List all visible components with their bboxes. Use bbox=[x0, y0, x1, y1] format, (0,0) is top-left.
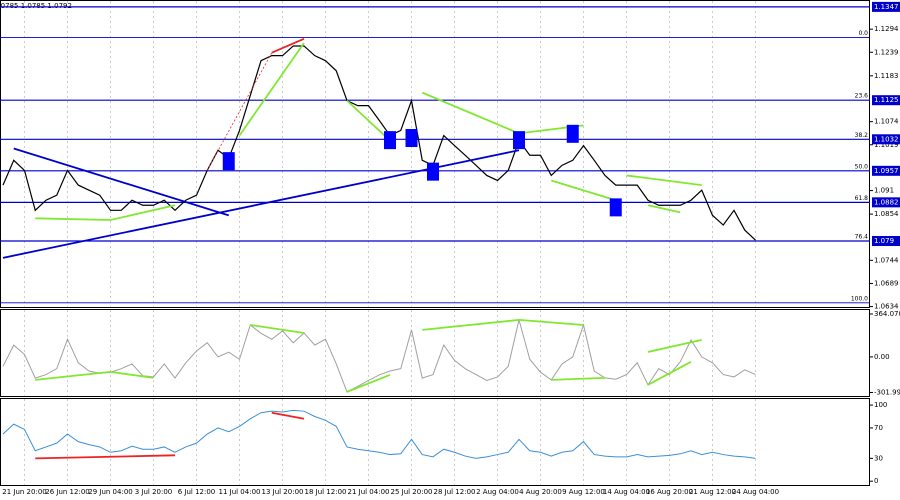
price-header: 1.0785 1.0785 1.0792 bbox=[0, 2, 72, 10]
level-box bbox=[872, 236, 900, 247]
fib-label: 76.4 bbox=[855, 234, 869, 241]
y-tick-label: 70 bbox=[874, 424, 883, 432]
signal-marker bbox=[566, 124, 579, 143]
trend-line bbox=[647, 204, 681, 214]
series-line bbox=[2, 409, 756, 459]
y-tick-label: 1.0689 bbox=[874, 279, 899, 287]
main-panel-frame bbox=[0, 0, 870, 308]
x-tick-label: 9 Aug 12:00 bbox=[562, 488, 605, 496]
signal-marker bbox=[222, 152, 235, 171]
trend-line bbox=[421, 91, 520, 135]
trend-line bbox=[35, 454, 176, 460]
level-label: 1.0882 bbox=[874, 198, 899, 206]
trend-line bbox=[35, 370, 111, 381]
x-tick-label: 16 Aug 20:00 bbox=[646, 488, 693, 496]
x-tick-label: 14 Aug 04:00 bbox=[603, 488, 650, 496]
x-tick-label: 4 Aug 20:00 bbox=[519, 488, 562, 496]
x-tick-label: 18 Jul 12:00 bbox=[305, 488, 347, 496]
series-line bbox=[2, 319, 756, 393]
trend-line bbox=[551, 376, 606, 381]
trend-line bbox=[346, 374, 391, 393]
signal-marker bbox=[609, 198, 622, 217]
y-tick-label: 1.1183 bbox=[874, 72, 899, 80]
x-tick-label: 24 Aug 04:00 bbox=[732, 488, 779, 496]
trend-line bbox=[518, 318, 584, 326]
x-tick-label: 13 Jul 20:00 bbox=[262, 488, 304, 496]
signal-marker bbox=[427, 162, 439, 181]
x-tick-label: 26 Jun 12:00 bbox=[45, 488, 89, 496]
x-tick-label: 21 Aug 12:00 bbox=[689, 488, 736, 496]
y-tick-label: 1.0744 bbox=[874, 256, 899, 264]
y-tick-label: 1.1294 bbox=[874, 25, 899, 33]
trend-line bbox=[110, 204, 176, 221]
level-label: 1.1032 bbox=[874, 135, 899, 143]
trend-line bbox=[550, 179, 617, 202]
trend-line bbox=[35, 217, 111, 221]
level-box bbox=[872, 197, 900, 208]
y-tick-label: 1.1074 bbox=[874, 118, 899, 126]
level-label: 1.079 bbox=[874, 237, 894, 245]
series-line bbox=[2, 45, 756, 241]
y-tick-label: 100 bbox=[874, 401, 887, 409]
fib-label: 61.8 bbox=[855, 195, 869, 202]
level-label: 1.0957 bbox=[874, 167, 899, 175]
trend-line bbox=[422, 319, 520, 331]
y-tick-label: 1.1019 bbox=[874, 141, 899, 149]
trend-line bbox=[250, 324, 305, 334]
x-tick-label: 29 Jun 04:00 bbox=[88, 488, 132, 496]
y-tick-label: 1.091 bbox=[874, 187, 894, 195]
fib-label: 50.0 bbox=[855, 163, 869, 170]
fib-label: 0.0 bbox=[858, 30, 868, 37]
level-box bbox=[872, 165, 900, 176]
cci-panel-frame bbox=[0, 309, 870, 397]
trend-line bbox=[13, 147, 230, 217]
trend-line bbox=[647, 361, 692, 386]
rsi-panel-frame bbox=[0, 398, 870, 486]
y-tick-label: 30 bbox=[874, 454, 883, 462]
level-label: 1.1347 bbox=[874, 3, 899, 11]
signal-marker bbox=[405, 129, 418, 148]
trend-line bbox=[626, 174, 702, 186]
trend-line bbox=[238, 42, 305, 137]
level-label: 1.1125 bbox=[874, 96, 899, 104]
trend-line bbox=[271, 411, 305, 420]
y-tick-label: 0.00 bbox=[874, 353, 890, 361]
level-box bbox=[872, 95, 900, 106]
y-tick-label: 0 bbox=[874, 477, 878, 485]
y-tick-label: 364.0702 bbox=[874, 310, 900, 318]
y-tick-label: 1.0634 bbox=[874, 303, 899, 311]
fib-label: 23.6 bbox=[855, 93, 869, 100]
trend-line bbox=[110, 370, 154, 379]
x-tick-label: 11 Jul 04:00 bbox=[219, 488, 261, 496]
x-tick-label: 21 Jul 04:00 bbox=[348, 488, 390, 496]
fib-label: 100.0 bbox=[851, 295, 868, 302]
y-tick-label: 1.0854 bbox=[874, 210, 899, 218]
x-tick-label: 6 Jul 12:00 bbox=[178, 488, 216, 496]
level-box bbox=[872, 134, 900, 145]
x-tick-label: 21 Jun 20:00 bbox=[2, 488, 46, 496]
x-tick-label: 2 Aug 04:00 bbox=[476, 488, 519, 496]
y-tick-label: 1.1239 bbox=[874, 48, 899, 56]
x-tick-label: 28 Jul 12:00 bbox=[434, 488, 476, 496]
fib-label: 38.2 bbox=[855, 132, 869, 139]
y-tick-label: -301.997 bbox=[874, 388, 900, 396]
signal-marker bbox=[384, 131, 396, 150]
trend-line bbox=[346, 99, 391, 142]
trend-line bbox=[271, 38, 305, 54]
x-tick-label: 3 Jul 20:00 bbox=[135, 488, 173, 496]
level-box bbox=[872, 1, 900, 12]
x-tick-label: 25 Jul 20:00 bbox=[391, 488, 433, 496]
trend-line bbox=[647, 339, 702, 353]
signal-marker bbox=[513, 131, 525, 150]
